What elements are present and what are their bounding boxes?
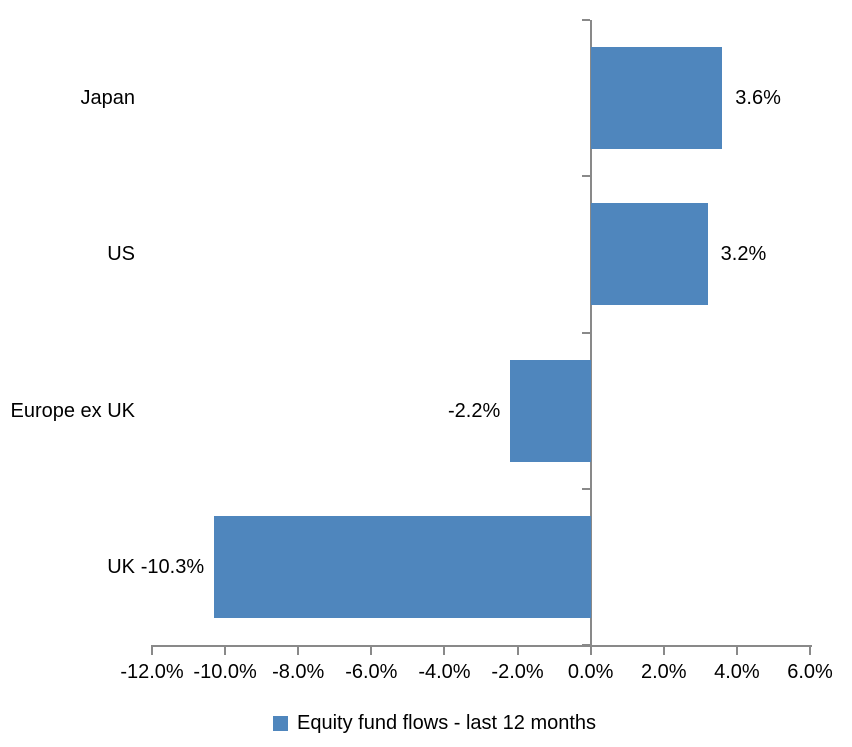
- bar-uk: [214, 515, 591, 618]
- y-axis-tick: [581, 175, 590, 178]
- bar-value-label: -10.3%: [140, 555, 205, 578]
- x-tick-label: -4.0%: [418, 661, 471, 683]
- y-axis-tick: [581, 487, 590, 490]
- legend: Equity fund flows - last 12 months: [273, 711, 596, 735]
- x-tick-label: 6.0%: [787, 661, 833, 683]
- legend-swatch-icon: [273, 715, 288, 731]
- x-tick-label: -8.0%: [272, 661, 325, 683]
- x-axis-tick: [589, 645, 592, 655]
- category-label: US: [107, 243, 135, 266]
- x-tick-label: -6.0%: [345, 661, 398, 683]
- x-axis-tick: [443, 645, 446, 655]
- x-axis-tick: [809, 645, 811, 655]
- y-axis-tick: [581, 19, 590, 21]
- x-tick-label: -10.0%: [193, 661, 257, 683]
- y-axis-tick: [581, 644, 590, 646]
- x-axis-tick: [224, 645, 227, 655]
- x-tick-label: 2.0%: [640, 661, 687, 683]
- y-axis-tick: [581, 331, 590, 334]
- x-axis-tick: [516, 645, 519, 655]
- x-tick-label: 4.0%: [714, 661, 760, 683]
- y-axis-line: [589, 20, 592, 645]
- category-label: Japan: [80, 87, 136, 110]
- bar-value-label: 3.2%: [720, 243, 767, 266]
- bar-value-label: 3.6%: [735, 87, 781, 110]
- category-label: UK: [107, 555, 135, 578]
- x-tick-label: -2.0%: [491, 661, 544, 683]
- x-axis-tick: [297, 645, 300, 655]
- x-axis-tick: [370, 645, 373, 655]
- bar-value-label: -2.2%: [447, 399, 501, 422]
- bar-us: [590, 203, 708, 306]
- category-label: Europe ex UK: [10, 399, 135, 422]
- bar-europe-ex-uk: [510, 359, 591, 462]
- x-axis-tick: [662, 645, 665, 655]
- x-axis-tick: [151, 645, 153, 655]
- x-tick-label: -12.0%: [120, 661, 184, 683]
- x-axis-line: [152, 645, 812, 647]
- x-axis-tick: [735, 645, 738, 655]
- x-tick-label: 0.0%: [567, 661, 614, 683]
- legend-label: Equity fund flows - last 12 months: [297, 712, 597, 734]
- bar-japan: [590, 47, 723, 150]
